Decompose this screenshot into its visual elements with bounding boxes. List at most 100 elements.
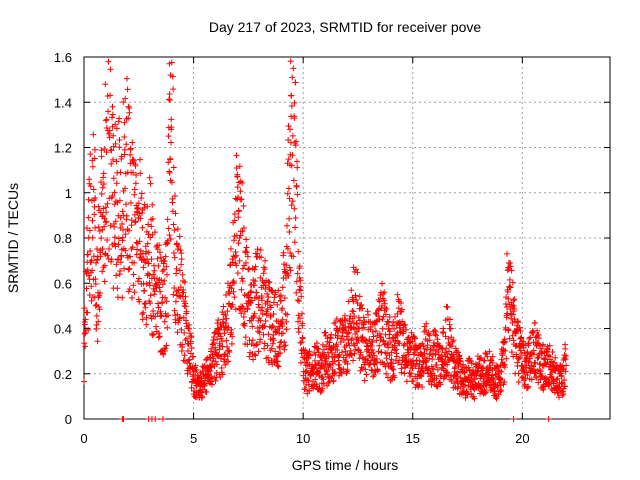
data-point <box>331 358 338 365</box>
data-point <box>334 347 341 354</box>
data-point <box>123 212 130 219</box>
data-point <box>505 327 512 334</box>
data-point <box>126 286 133 293</box>
data-point <box>343 370 350 377</box>
data-point <box>161 318 168 325</box>
data-point <box>96 290 103 297</box>
data-point <box>106 134 113 141</box>
data-point <box>162 345 169 352</box>
data-point <box>369 339 376 346</box>
data-point <box>293 278 300 285</box>
data-point <box>306 387 313 394</box>
data-point <box>520 368 527 375</box>
data-point <box>342 317 349 324</box>
data-point <box>104 200 111 207</box>
data-point <box>116 115 123 122</box>
data-point <box>244 341 251 348</box>
data-point <box>350 357 357 364</box>
data-point <box>126 109 133 116</box>
data-point <box>517 327 524 334</box>
data-point <box>315 349 322 356</box>
data-point <box>501 379 508 386</box>
data-point <box>183 335 190 342</box>
data-point <box>146 282 153 289</box>
data-point <box>284 245 291 252</box>
data-point <box>297 359 304 366</box>
data-point <box>239 265 246 272</box>
data-point <box>367 318 374 325</box>
data-point <box>468 360 475 367</box>
data-point <box>510 302 517 309</box>
data-point <box>234 270 241 277</box>
data-point <box>147 300 154 307</box>
data-point <box>292 215 299 222</box>
data-point <box>115 256 122 263</box>
data-point <box>187 350 194 357</box>
data-point <box>112 140 119 147</box>
data-point <box>81 305 88 312</box>
data-point <box>185 325 192 332</box>
data-point <box>177 314 184 321</box>
data-point <box>281 346 288 353</box>
data-point <box>182 293 189 300</box>
data-point <box>148 256 155 263</box>
data-point <box>210 355 217 362</box>
data-point <box>370 349 377 356</box>
data-point <box>400 342 407 349</box>
data-point <box>120 99 127 106</box>
data-point <box>159 268 166 275</box>
data-point <box>166 169 173 176</box>
data-point <box>227 245 234 252</box>
data-point <box>237 306 244 313</box>
data-point <box>291 205 298 212</box>
data-point <box>330 370 337 377</box>
data-point <box>294 270 301 277</box>
data-point <box>139 311 146 318</box>
data-point <box>430 339 437 346</box>
data-point <box>215 316 222 323</box>
data-point <box>563 362 570 369</box>
data-point <box>86 291 93 298</box>
data-point <box>374 368 381 375</box>
data-point <box>260 270 267 277</box>
data-point <box>439 346 446 353</box>
data-point <box>332 319 339 326</box>
data-point <box>561 352 568 359</box>
data-point <box>359 305 366 312</box>
data-point <box>362 366 369 373</box>
data-point <box>384 318 391 325</box>
data-point <box>183 308 190 315</box>
data-point <box>109 193 116 200</box>
data-point <box>296 315 303 322</box>
data-point <box>508 267 515 274</box>
data-point <box>295 248 302 255</box>
data-point <box>293 289 300 296</box>
y-tick-label: 0.2 <box>54 367 72 382</box>
data-point <box>95 294 102 301</box>
data-point <box>433 375 440 382</box>
data-point <box>154 255 161 262</box>
data-point <box>527 334 534 341</box>
data-point <box>134 246 141 253</box>
data-point <box>301 359 308 366</box>
data-point <box>489 376 496 383</box>
data-point <box>282 342 289 349</box>
data-point <box>389 365 396 372</box>
data-point <box>381 289 388 296</box>
data-point <box>169 199 176 206</box>
data-point <box>113 272 120 279</box>
data-point <box>158 312 165 319</box>
data-point <box>530 351 537 358</box>
data-point <box>351 342 358 349</box>
data-point <box>146 174 153 181</box>
y-tick-label: 1.2 <box>54 141 72 156</box>
data-point <box>113 125 120 132</box>
data-point <box>249 323 256 330</box>
data-point <box>282 310 289 317</box>
data-point <box>287 249 294 256</box>
data-point <box>294 164 301 171</box>
data-point <box>233 152 240 159</box>
data-point <box>370 333 377 340</box>
data-point <box>127 199 134 206</box>
data-point <box>359 334 366 341</box>
